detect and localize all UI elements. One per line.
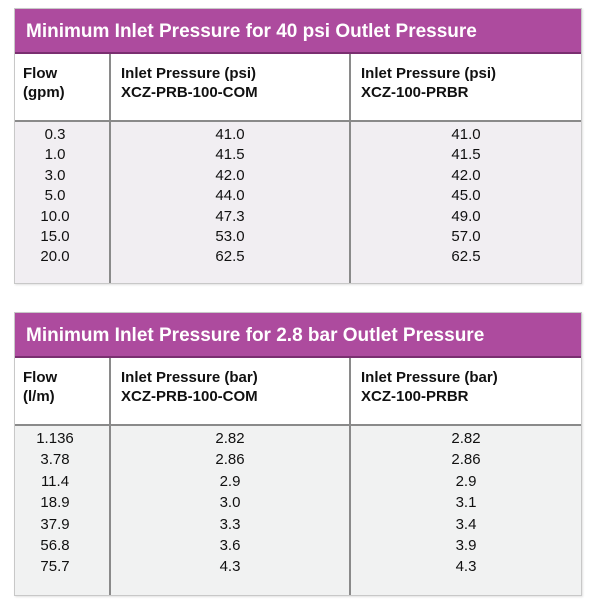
table-cell: 47.3: [215, 207, 245, 225]
table-cell: 3.1: [455, 494, 477, 512]
pressure-table-bar: Minimum Inlet Pressure for 2.8 bar Outle…: [14, 312, 582, 596]
table-title: Minimum Inlet Pressure for 2.8 bar Outle…: [15, 313, 581, 358]
table-cell: 2.82: [451, 430, 481, 447]
inlet-pressure-prbr-column: 2.82 2.86 2.9 3.1 3.4 3.9 4.3: [349, 426, 581, 595]
table-cell: 1.0: [44, 146, 66, 164]
header-line: (gpm): [23, 84, 65, 101]
table-cell: 53.0: [215, 227, 245, 245]
header-line: Flow: [23, 65, 58, 82]
table-cell: 2.9: [219, 472, 241, 490]
table-title: Minimum Inlet Pressure for 40 psi Outlet…: [15, 9, 581, 54]
inlet-pressure-com-column: 2.82 2.86 2.9 3.0 3.3 3.6 4.3: [109, 426, 349, 595]
inlet-pressure-com-column-header: Inlet Pressure (psi) XCZ-PRB-100-COM: [109, 54, 349, 120]
flow-column: 1.136 3.78 11.4 18.9 37.9 56.8 75.7: [15, 426, 109, 595]
table-cell: 3.78: [40, 451, 70, 469]
table-cell: 4.3: [455, 558, 477, 576]
table-cell: 42.0: [451, 166, 481, 184]
flow-column-header: Flow (l/m): [15, 358, 109, 424]
table-cell: 4.3: [219, 558, 241, 576]
inlet-pressure-prbr-column: 41.0 41.5 42.0 45.0 49.0 57.0 62.5: [349, 122, 581, 283]
table-cell: 45.0: [451, 187, 481, 205]
table-cell: 62.5: [215, 248, 245, 266]
table-cell: 18.9: [40, 494, 70, 512]
pressure-table-psi: Minimum Inlet Pressure for 40 psi Outlet…: [14, 8, 582, 284]
header-line: Inlet Pressure (bar): [121, 369, 258, 386]
table-cell: 3.6: [219, 536, 241, 554]
table-cell: 3.4: [455, 515, 477, 533]
table-cell: 3.0: [219, 494, 241, 512]
table-body: 1.136 3.78 11.4 18.9 37.9 56.8 75.7 2.82 2.86 2.…: [15, 426, 581, 595]
table-cell: 41.5: [215, 146, 245, 164]
inlet-pressure-prbr-column-header: Inlet Pressure (bar) XCZ-100-PRBR: [349, 358, 581, 424]
table-header-row: Flow (gpm) Inlet Pressure (psi) XCZ-PRB-…: [15, 54, 581, 122]
table-cell: 3.0: [44, 166, 66, 184]
table-cell: 41.0: [451, 126, 481, 143]
flow-column-header: Flow (gpm): [15, 54, 109, 120]
table-cell: 2.86: [451, 451, 481, 469]
header-line: XCZ-100-PRBR: [361, 388, 469, 405]
table-cell: 10.0: [40, 207, 70, 225]
header-line: (l/m): [23, 388, 55, 405]
table-cell: 1.136: [36, 430, 74, 447]
table-cell: 3.3: [219, 515, 241, 533]
table-cell: 0.3: [44, 126, 66, 143]
table-cell: 3.9: [455, 536, 477, 554]
table-cell: 2.9: [455, 472, 477, 490]
table-cell: 37.9: [40, 515, 70, 533]
table-cell: 75.7: [40, 558, 70, 576]
table-cell: 11.4: [40, 472, 70, 490]
table-body: 0.3 1.0 3.0 5.0 10.0 15.0 20.0 41.0 41.5 42.0 44.…: [15, 122, 581, 283]
table-cell: 20.0: [40, 248, 70, 266]
header-line: Inlet Pressure (psi): [121, 65, 257, 82]
table-cell: 56.8: [40, 536, 70, 554]
table-cell: 62.5: [451, 248, 481, 266]
table-header-row: Flow (l/m) Inlet Pressure (bar) XCZ-PRB-…: [15, 358, 581, 426]
inlet-pressure-prbr-column-header: Inlet Pressure (psi) XCZ-100-PRBR: [349, 54, 581, 120]
inlet-pressure-com-column-header: Inlet Pressure (bar) XCZ-PRB-100-COM: [109, 358, 349, 424]
inlet-pressure-com-column: 41.0 41.5 42.0 44.0 47.3 53.0 62.5: [109, 122, 349, 283]
header-line: XCZ-PRB-100-COM: [121, 388, 258, 405]
table-cell: 44.0: [215, 187, 245, 205]
table-cell: 15.0: [40, 227, 70, 245]
table-cell: 57.0: [451, 227, 481, 245]
header-line: XCZ-PRB-100-COM: [121, 84, 258, 101]
table-cell: 42.0: [215, 166, 245, 184]
flow-column: 0.3 1.0 3.0 5.0 10.0 15.0 20.0: [15, 122, 109, 283]
header-line: Inlet Pressure (bar): [361, 369, 498, 386]
header-line: XCZ-100-PRBR: [361, 84, 469, 101]
table-cell: 41.5: [451, 146, 481, 164]
table-cell: 5.0: [44, 187, 66, 205]
table-cell: 2.82: [215, 430, 245, 447]
header-line: Inlet Pressure (psi): [361, 65, 497, 82]
table-cell: 2.86: [215, 451, 245, 469]
table-cell: 41.0: [215, 126, 245, 143]
table-cell: 49.0: [451, 207, 481, 225]
header-line: Flow: [23, 369, 58, 386]
